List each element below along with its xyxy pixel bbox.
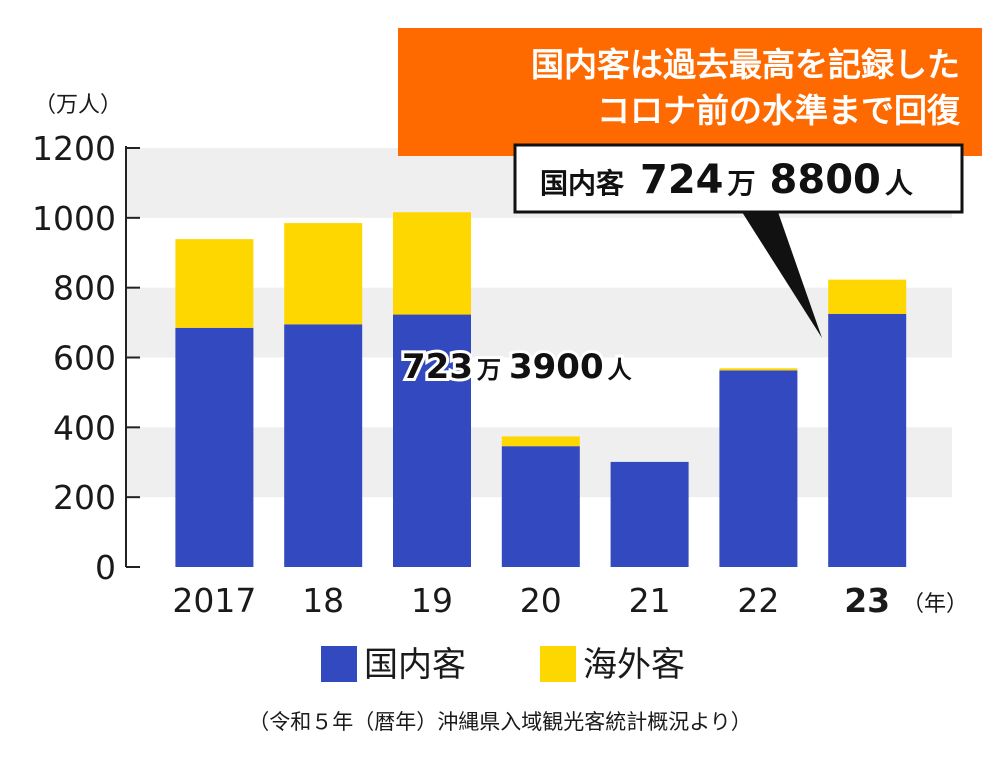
bar-domestic-20 bbox=[501, 446, 580, 567]
y-tick-label: 400 bbox=[53, 408, 116, 447]
title-banner bbox=[398, 28, 982, 156]
bar-annotation-rest: 3900 bbox=[509, 347, 604, 387]
callout-value-rest: 8800 bbox=[770, 157, 881, 203]
bar-domestic-18 bbox=[284, 324, 363, 567]
y-axis-unit-label: （万人） bbox=[34, 93, 122, 118]
y-tick-label: 1200 bbox=[32, 129, 116, 168]
y-tick-label: 600 bbox=[53, 339, 116, 378]
bar-annotation-suffix: 人 bbox=[608, 356, 632, 384]
callout-text: 国内客 724 万 8800 人 bbox=[540, 157, 913, 203]
bar-annotation-2019: 723 万 3900 人 bbox=[402, 347, 632, 387]
bar-overseas-19 bbox=[393, 212, 471, 315]
callout-box bbox=[513, 143, 964, 214]
callout-pointer bbox=[742, 212, 822, 338]
bar-overseas-22 bbox=[719, 368, 798, 371]
bar-overseas-2017 bbox=[175, 239, 254, 328]
bar-domestic-2017 bbox=[175, 327, 254, 567]
callout-value-suffix: 人 bbox=[885, 167, 913, 200]
x-tick-label: 20 bbox=[520, 581, 562, 620]
bar-annotation-unit: 万 bbox=[477, 356, 501, 384]
y-tick-label: 200 bbox=[53, 478, 116, 517]
x-tick-label: 19 bbox=[411, 581, 453, 620]
y-tick-label: 0 bbox=[95, 548, 116, 587]
chart-subtitle: コロナ前の水準まで回復 bbox=[597, 91, 961, 130]
bar-domestic-21 bbox=[610, 461, 689, 567]
x-tick-label: 22 bbox=[737, 581, 779, 620]
bar-domestic-22 bbox=[719, 370, 798, 567]
x-tick-label: 2017 bbox=[172, 581, 256, 620]
legend-swatch-domestic bbox=[321, 646, 357, 682]
y-axis: 0 200 400 600 800 1000 1200 bbox=[32, 129, 140, 587]
bar-overseas-20 bbox=[501, 436, 580, 447]
bar-domestic-23 bbox=[828, 313, 907, 567]
x-tick-label: 21 bbox=[629, 581, 671, 620]
y-tick-label: 1000 bbox=[32, 199, 116, 238]
x-tick-label: 23 bbox=[844, 581, 890, 620]
legend-label-overseas: 海外客 bbox=[583, 645, 685, 685]
x-axis-unit-label: （年） bbox=[902, 592, 968, 617]
legend-swatch-overseas bbox=[540, 646, 576, 682]
x-axis: 2017 18 19 20 21 22 23 （年） bbox=[172, 581, 968, 620]
bar-overseas-23 bbox=[828, 279, 907, 314]
x-tick-label: 18 bbox=[302, 581, 344, 620]
callout-value-unit: 万 bbox=[728, 167, 756, 200]
y-tick-label: 800 bbox=[53, 269, 116, 308]
source-note: （令和５年（暦年）沖縄県入域観光客統計概況より） bbox=[248, 710, 752, 734]
chart-title: 国内客は過去最高を記録した bbox=[531, 45, 960, 84]
bar-overseas-18 bbox=[284, 223, 363, 325]
bar-domestic-19 bbox=[393, 314, 471, 567]
callout-value-main: 724 bbox=[640, 157, 724, 203]
bar-annotation-main: 723 bbox=[402, 347, 473, 387]
callout-label: 国内客 bbox=[540, 167, 625, 200]
bar-series bbox=[175, 212, 907, 567]
legend-label-domestic: 国内客 bbox=[364, 645, 466, 685]
